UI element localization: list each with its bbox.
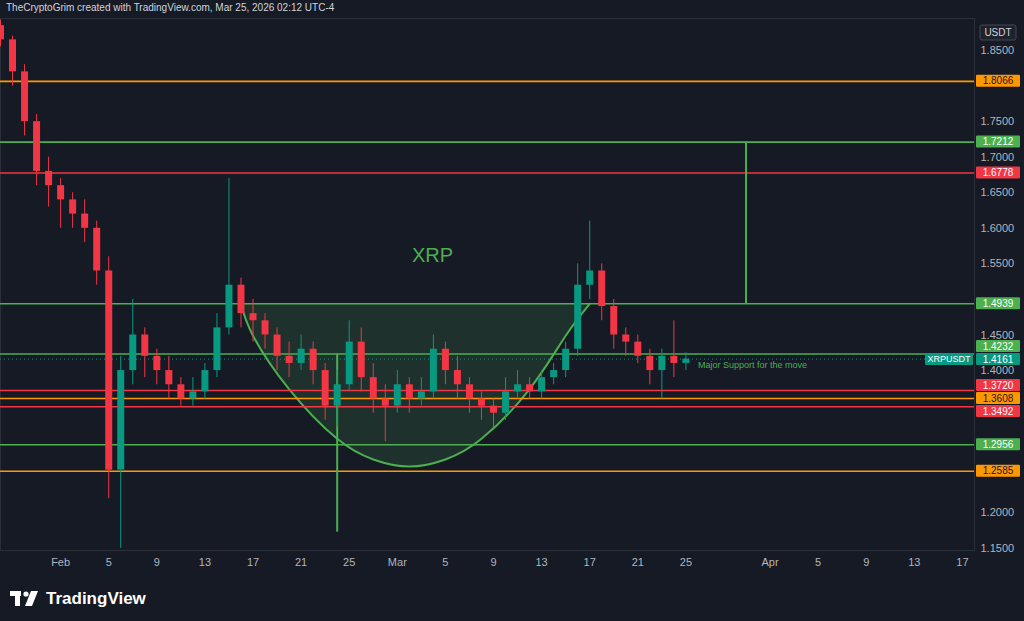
svg-text:1.8066: 1.8066 bbox=[983, 75, 1014, 86]
svg-text:17: 17 bbox=[956, 556, 968, 568]
svg-text:1.4232: 1.4232 bbox=[983, 341, 1014, 352]
svg-text:9: 9 bbox=[490, 556, 496, 568]
svg-text:1.4939: 1.4939 bbox=[983, 298, 1014, 309]
svg-text:17: 17 bbox=[247, 556, 259, 568]
svg-text:XRPUSDT: XRPUSDT bbox=[927, 354, 971, 364]
svg-text:Mar: Mar bbox=[388, 556, 407, 568]
svg-text:1.8500: 1.8500 bbox=[981, 44, 1015, 56]
svg-text:1.6000: 1.6000 bbox=[981, 222, 1015, 234]
svg-text:1.3492: 1.3492 bbox=[983, 406, 1014, 417]
svg-text:5: 5 bbox=[815, 556, 821, 568]
svg-text:1.4000: 1.4000 bbox=[981, 364, 1015, 376]
svg-text:9: 9 bbox=[154, 556, 160, 568]
svg-text:17: 17 bbox=[584, 556, 596, 568]
svg-text:1.3608: 1.3608 bbox=[983, 393, 1014, 404]
svg-text:1.4500: 1.4500 bbox=[981, 329, 1015, 341]
svg-text:21: 21 bbox=[295, 556, 307, 568]
svg-text:1.2000: 1.2000 bbox=[981, 506, 1015, 518]
svg-text:Feb: Feb bbox=[51, 556, 70, 568]
svg-text:1.7212: 1.7212 bbox=[983, 136, 1014, 147]
html-text:TheCryptoGrim created with Tra: TheCryptoGrim created with TradingView.c… bbox=[6, 2, 335, 13]
svg-text:1.6778: 1.6778 bbox=[983, 167, 1014, 178]
svg-text:Major Support for the move: Major Support for the move bbox=[698, 360, 807, 370]
svg-text:25: 25 bbox=[680, 556, 692, 568]
svg-text:1.1500: 1.1500 bbox=[981, 542, 1015, 554]
html-text:TradingView: TradingView bbox=[46, 588, 146, 608]
svg-text:9: 9 bbox=[863, 556, 869, 568]
svg-text:1.7500: 1.7500 bbox=[981, 115, 1015, 127]
svg-text:5: 5 bbox=[442, 556, 448, 568]
svg-text:13: 13 bbox=[908, 556, 920, 568]
svg-text:XRP: XRP bbox=[412, 244, 453, 266]
svg-text:1.6500: 1.6500 bbox=[981, 186, 1015, 198]
svg-text:1.2956: 1.2956 bbox=[983, 439, 1014, 450]
svg-text:25: 25 bbox=[343, 556, 355, 568]
svg-text:1.4161: 1.4161 bbox=[983, 354, 1014, 365]
svg-text:1.5500: 1.5500 bbox=[981, 257, 1015, 269]
svg-text:13: 13 bbox=[199, 556, 211, 568]
svg-text:1.3720: 1.3720 bbox=[983, 380, 1014, 391]
svg-text:Apr: Apr bbox=[762, 556, 779, 568]
svg-text:1.2585: 1.2585 bbox=[983, 465, 1014, 476]
svg-text:1.7000: 1.7000 bbox=[981, 151, 1015, 163]
svg-text:21: 21 bbox=[632, 556, 644, 568]
svg-text:USDT: USDT bbox=[984, 27, 1011, 38]
svg-text:13: 13 bbox=[535, 556, 547, 568]
svg-text:5: 5 bbox=[106, 556, 112, 568]
